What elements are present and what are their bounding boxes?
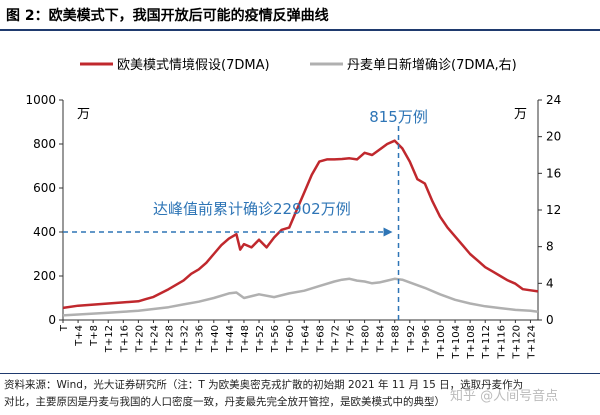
x-tick-label: T+84 [376,325,387,353]
left-tick-label: 400 [33,225,56,239]
x-tick-label: T+8 [89,325,100,347]
dual-axis-line-chart: 欧美模式情境假设(7DMA) 丹麦单日新增确诊(7DMA,右)万 万02004006… [25,57,561,360]
left-axis-unit: 万 [77,107,90,122]
x-tick-label: T+72 [330,325,341,353]
x-tick-label: T+60 [285,325,296,353]
source-note: 资料来源：Wind，光大证券研究所（注：T 为欧美奥密克戎扩散的初始期 2021… [4,377,596,411]
left-tick-label: 1000 [25,93,56,107]
x-tick-label: T+52 [255,325,266,353]
series-line-scenario [62,139,539,310]
source-note-line-1: 资料来源：Wind，光大证券研究所（注：T 为欧美奥密克戎扩散的初始期 2021… [4,379,524,391]
x-tick-label: T+16 [119,325,130,353]
x-tick-label: T+4 [74,325,85,347]
x-tick-label: T+36 [195,325,206,353]
left-tick-label: 0 [48,313,56,327]
cumulative-label: 达峰值前累计确诊22902万例 [153,200,351,218]
title-divider [0,29,600,31]
right-tick-label: 16 [546,166,561,180]
x-tick-label: T+68 [315,325,326,353]
x-tick-label: T+28 [165,325,176,353]
x-tick-label: T+20 [134,325,145,353]
right-axis-unit: 万 [514,107,527,122]
footer-divider [0,373,600,374]
x-tick-label: T+88 [391,325,402,353]
right-tick-label: 8 [546,240,554,254]
x-tick-label: T+48 [240,325,251,353]
cumulative-arrow-head [383,227,393,237]
x-tick-label: T+100 [436,325,447,360]
x-tick-label: T+44 [225,325,236,353]
x-tick-label: T [59,324,70,332]
x-tick-label: T+64 [300,325,311,353]
left-tick-label: 800 [33,137,56,151]
source-note-line-2: 对比，主要原因是丹麦与我国的人口密度一致，丹麦最先完全放开管控，是欧美模式中的典… [4,396,445,408]
x-tick-label: T+108 [466,325,477,360]
x-tick-label: T+32 [180,325,191,353]
x-tick-label: T+120 [511,325,522,360]
x-tick-label: T+116 [496,325,507,360]
peak-label: 815万例 [369,108,428,126]
watermark: 知乎 @人间号音点 [450,389,559,404]
right-tick-label: 4 [546,276,554,290]
x-tick-label: T+112 [481,325,492,360]
right-tick-label: 12 [546,203,561,217]
x-tick-label: T+40 [210,325,221,353]
x-tick-label: T+56 [270,325,281,353]
figure-header: 图 2：欧美模式下，我国开放后可能的疫情反弹曲线 [0,0,600,31]
x-tick-label: T+80 [361,325,372,353]
legend-label-gray: 丹麦单日新增确诊(7DMA,右) [347,57,517,73]
legend-label-red: 欧美模式情境假设(7DMA) [117,58,270,73]
x-tick-label: T+24 [149,325,160,353]
left-tick-label: 200 [33,269,56,283]
right-tick-label: 24 [546,93,561,107]
x-tick-label: T+104 [451,325,462,360]
series-line-denmark [62,277,539,317]
x-tick-label: T+96 [421,325,432,353]
x-tick-label: T+124 [526,325,537,360]
x-tick-label: T+92 [406,325,417,353]
left-tick-label: 600 [33,181,56,195]
figure-title: 图 2：欧美模式下，我国开放后可能的疫情反弹曲线 [6,8,329,24]
x-tick-label: T+76 [346,325,357,353]
x-tick-label: T+12 [104,325,115,353]
right-tick-label: 20 [546,130,561,144]
right-tick-label: 0 [546,313,554,327]
